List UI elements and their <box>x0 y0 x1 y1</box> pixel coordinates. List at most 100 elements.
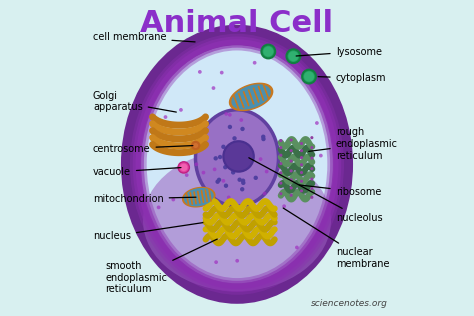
Circle shape <box>241 181 246 185</box>
Circle shape <box>319 154 323 157</box>
Text: sciencenotes.org: sciencenotes.org <box>310 299 387 308</box>
Circle shape <box>279 172 283 174</box>
Circle shape <box>300 163 303 166</box>
Circle shape <box>198 70 202 74</box>
Circle shape <box>279 182 283 185</box>
Circle shape <box>263 191 266 195</box>
Circle shape <box>290 194 293 197</box>
Circle shape <box>266 94 270 98</box>
Ellipse shape <box>143 150 331 291</box>
Circle shape <box>300 189 303 192</box>
Circle shape <box>217 178 221 182</box>
Circle shape <box>225 142 253 171</box>
Text: vacuole: vacuole <box>93 167 181 177</box>
Circle shape <box>215 179 220 184</box>
Polygon shape <box>229 83 273 111</box>
Circle shape <box>279 154 283 157</box>
Circle shape <box>228 113 232 117</box>
Text: centrosome: centrosome <box>93 143 193 154</box>
Circle shape <box>213 167 217 171</box>
Circle shape <box>310 187 313 190</box>
Circle shape <box>296 169 300 173</box>
Circle shape <box>245 160 250 164</box>
Circle shape <box>204 207 208 211</box>
Circle shape <box>235 259 239 263</box>
Circle shape <box>248 213 252 217</box>
Polygon shape <box>182 187 215 207</box>
Circle shape <box>239 106 243 110</box>
Circle shape <box>279 162 283 165</box>
Ellipse shape <box>196 110 278 206</box>
Circle shape <box>261 135 265 139</box>
Circle shape <box>222 140 255 173</box>
Circle shape <box>224 155 228 159</box>
Text: smooth
endoplasmic
reticulum: smooth endoplasmic reticulum <box>105 239 217 294</box>
Circle shape <box>231 170 236 174</box>
Text: lysosome: lysosome <box>296 46 382 57</box>
Circle shape <box>240 127 245 131</box>
Circle shape <box>185 173 189 177</box>
Circle shape <box>253 61 256 65</box>
Text: nucleolus: nucleolus <box>249 158 383 222</box>
Circle shape <box>288 51 299 61</box>
Circle shape <box>201 171 205 174</box>
Polygon shape <box>184 189 213 206</box>
Text: ribosome: ribosome <box>299 185 381 197</box>
Circle shape <box>290 160 293 163</box>
Circle shape <box>191 141 201 150</box>
Text: cytoplasm: cytoplasm <box>318 73 386 83</box>
Circle shape <box>310 156 313 160</box>
Circle shape <box>290 149 293 152</box>
Circle shape <box>310 146 313 149</box>
Circle shape <box>290 169 293 173</box>
Circle shape <box>265 170 269 173</box>
Circle shape <box>290 178 293 181</box>
Circle shape <box>278 166 281 169</box>
Text: cell membrane: cell membrane <box>93 33 195 42</box>
Text: Animal Cell: Animal Cell <box>140 9 334 38</box>
Circle shape <box>310 167 313 170</box>
Polygon shape <box>232 85 270 109</box>
Circle shape <box>286 49 300 63</box>
Circle shape <box>248 149 252 153</box>
Circle shape <box>214 260 218 264</box>
Circle shape <box>232 136 237 141</box>
Circle shape <box>180 164 188 171</box>
Circle shape <box>223 165 228 169</box>
Circle shape <box>220 71 224 75</box>
Circle shape <box>300 180 303 183</box>
Circle shape <box>251 222 255 226</box>
Circle shape <box>241 179 245 183</box>
Circle shape <box>315 121 319 125</box>
Circle shape <box>237 178 242 182</box>
Circle shape <box>157 205 161 209</box>
Circle shape <box>259 157 263 161</box>
Text: rough
endoplasmic
reticulum: rough endoplasmic reticulum <box>309 127 398 161</box>
Circle shape <box>178 162 190 173</box>
Circle shape <box>164 115 167 119</box>
Circle shape <box>211 86 215 90</box>
Circle shape <box>282 204 286 208</box>
Circle shape <box>240 187 245 191</box>
Circle shape <box>295 246 299 249</box>
Circle shape <box>224 154 228 159</box>
Circle shape <box>194 162 198 166</box>
Circle shape <box>310 136 313 139</box>
Text: nucleus: nucleus <box>93 223 203 241</box>
Circle shape <box>302 70 316 83</box>
Circle shape <box>183 164 187 168</box>
Circle shape <box>310 196 313 199</box>
Circle shape <box>304 71 314 82</box>
Ellipse shape <box>132 36 342 293</box>
Circle shape <box>254 176 258 180</box>
Circle shape <box>310 178 313 180</box>
Circle shape <box>213 156 218 161</box>
Circle shape <box>279 139 283 142</box>
Circle shape <box>188 151 191 155</box>
Text: mitochondrion: mitochondrion <box>93 194 196 204</box>
Circle shape <box>221 179 225 183</box>
Circle shape <box>224 184 228 188</box>
Ellipse shape <box>140 45 334 283</box>
Circle shape <box>300 171 303 174</box>
Circle shape <box>300 149 303 152</box>
